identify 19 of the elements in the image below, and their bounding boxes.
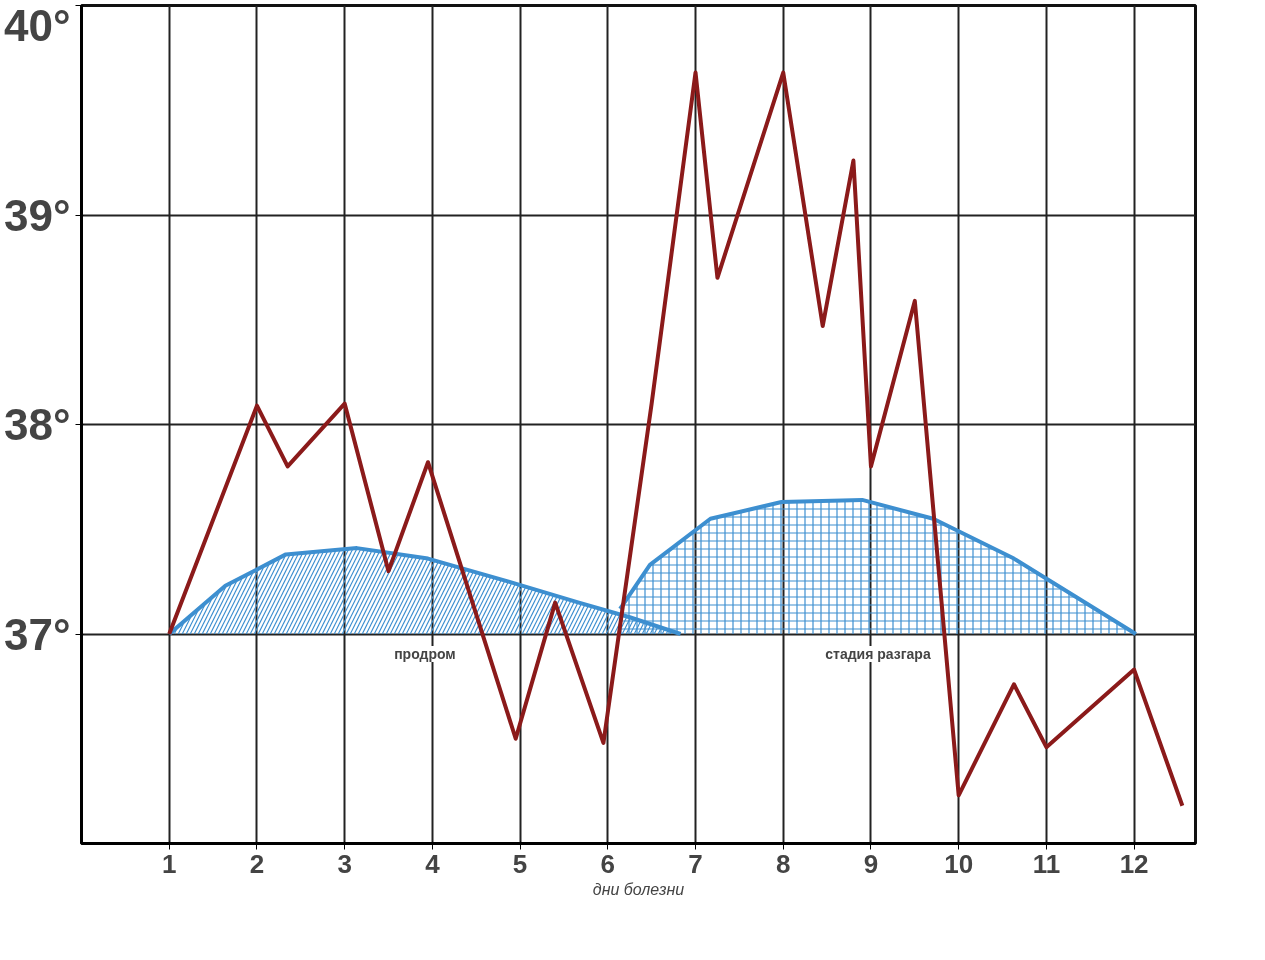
annotation: стадия разгара: [825, 646, 931, 662]
y-tick-label: 39°: [3, 190, 71, 240]
y-tick-label: 38°: [3, 400, 71, 449]
x-tick-label: 2: [249, 848, 265, 879]
x-tick-label: 7: [688, 848, 703, 879]
x-tick-label: 5: [512, 848, 528, 879]
x-tick-label: 8: [776, 848, 791, 879]
x-tick-label: 12: [1119, 848, 1149, 879]
x-tick-label: 11: [1032, 848, 1061, 879]
y-tick-label: 37°: [3, 609, 71, 659]
x-tick-label: 3: [337, 848, 352, 879]
x-tick-label: 1: [161, 848, 177, 879]
x-tick-label: 4: [425, 848, 441, 879]
x-tick-label: 9: [863, 848, 879, 879]
x-tick-label: 6: [600, 848, 616, 879]
annotation: продром: [394, 646, 456, 662]
x-axis-title: дни болезни: [592, 880, 685, 898]
x-tick-label: 10: [944, 848, 974, 879]
y-tick-label: 40°: [3, 0, 71, 50]
